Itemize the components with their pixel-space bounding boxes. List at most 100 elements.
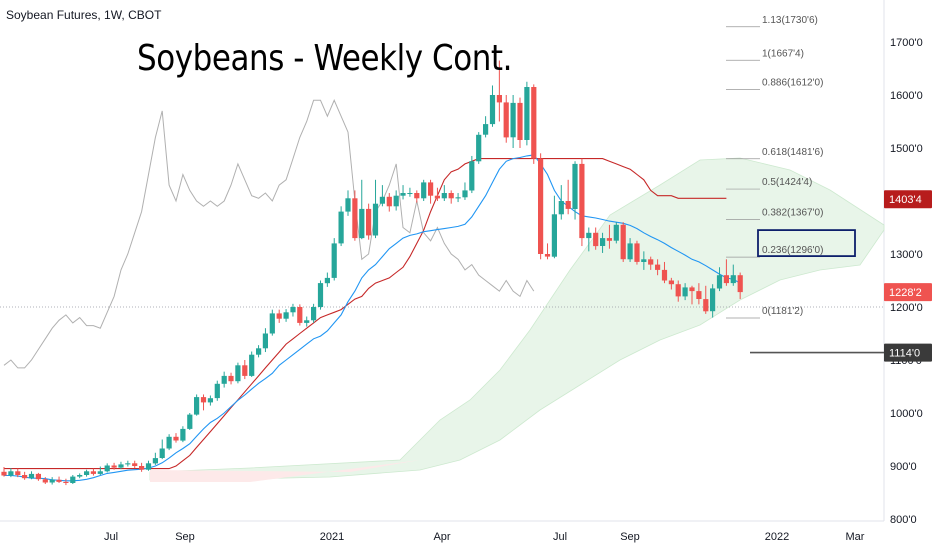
candle[interactable] — [579, 163, 585, 239]
candle[interactable] — [606, 238, 612, 241]
candle[interactable] — [496, 95, 502, 103]
candle[interactable] — [22, 475, 28, 479]
candle[interactable] — [56, 479, 62, 482]
candle[interactable] — [531, 87, 537, 159]
candle[interactable] — [441, 193, 447, 199]
candle[interactable] — [407, 193, 413, 194]
candle[interactable] — [159, 448, 165, 459]
candle[interactable] — [551, 214, 557, 257]
candle[interactable] — [703, 299, 709, 312]
candle[interactable] — [139, 466, 145, 470]
candle[interactable] — [324, 277, 330, 284]
candle[interactable] — [228, 375, 234, 382]
candle[interactable] — [118, 464, 124, 468]
candle[interactable] — [242, 365, 248, 376]
candle[interactable] — [180, 428, 186, 441]
candle[interactable] — [256, 348, 262, 355]
candle[interactable] — [434, 195, 440, 199]
candle[interactable] — [400, 193, 406, 196]
candle[interactable] — [428, 182, 434, 196]
candle[interactable] — [593, 232, 599, 247]
candle[interactable] — [455, 197, 461, 199]
candle[interactable] — [627, 243, 633, 260]
candle[interactable] — [235, 365, 241, 382]
candle[interactable] — [600, 238, 606, 246]
candle[interactable] — [366, 208, 372, 236]
candle[interactable] — [70, 476, 76, 483]
candle[interactable] — [125, 463, 131, 465]
candle[interactable] — [276, 313, 282, 319]
candle[interactable] — [207, 398, 213, 403]
candle[interactable] — [35, 473, 41, 480]
candle[interactable] — [8, 471, 14, 476]
candle[interactable] — [84, 471, 90, 475]
candle[interactable] — [510, 102, 516, 138]
candle[interactable] — [1, 471, 7, 476]
candle[interactable] — [634, 243, 640, 262]
candle[interactable] — [166, 436, 172, 449]
candle[interactable] — [613, 224, 619, 241]
candle[interactable] — [524, 87, 530, 140]
candle[interactable] — [648, 259, 654, 265]
candle[interactable] — [730, 275, 736, 284]
candle[interactable] — [90, 471, 96, 474]
candle[interactable] — [689, 287, 695, 292]
candle[interactable] — [359, 208, 365, 239]
candle[interactable] — [42, 479, 48, 483]
candle[interactable] — [538, 158, 544, 254]
candle[interactable] — [283, 312, 289, 319]
candle[interactable] — [414, 193, 420, 199]
candle[interactable] — [311, 307, 317, 321]
candle[interactable] — [675, 284, 681, 297]
candle[interactable] — [586, 232, 592, 239]
candle[interactable] — [489, 95, 496, 125]
candle[interactable] — [352, 198, 358, 239]
candle[interactable] — [221, 375, 227, 384]
candle[interactable] — [297, 307, 303, 323]
candle[interactable] — [462, 190, 468, 198]
candle[interactable] — [132, 463, 138, 466]
candle[interactable] — [331, 243, 337, 278]
candle[interactable] — [290, 307, 296, 313]
candle[interactable] — [641, 259, 647, 262]
candle[interactable] — [338, 211, 344, 244]
candle[interactable] — [655, 264, 661, 270]
candle[interactable] — [620, 224, 626, 260]
candle[interactable] — [379, 196, 385, 204]
candle[interactable] — [317, 283, 324, 307]
candle[interactable] — [476, 134, 482, 162]
candle[interactable] — [97, 471, 103, 474]
candle[interactable] — [77, 475, 83, 477]
candle[interactable] — [448, 193, 454, 199]
candle[interactable] — [668, 280, 674, 285]
candle[interactable] — [49, 479, 55, 483]
candle[interactable] — [111, 465, 117, 468]
candle[interactable] — [152, 458, 158, 464]
candle[interactable] — [345, 198, 351, 212]
candle[interactable] — [304, 320, 310, 323]
candle[interactable] — [483, 124, 489, 135]
candle[interactable] — [572, 163, 578, 209]
candle[interactable] — [469, 161, 475, 191]
fib-highlight-box[interactable] — [757, 229, 856, 258]
candle[interactable] — [386, 196, 392, 207]
candle[interactable] — [63, 481, 69, 483]
candle[interactable] — [28, 473, 35, 479]
candle[interactable] — [544, 254, 551, 257]
candle[interactable] — [104, 465, 110, 472]
candle[interactable] — [558, 201, 564, 215]
candle[interactable] — [565, 201, 571, 209]
candle[interactable] — [710, 288, 716, 312]
candle[interactable] — [723, 275, 729, 284]
candle[interactable] — [269, 313, 275, 334]
candle[interactable] — [682, 287, 688, 297]
candle[interactable] — [249, 354, 255, 376]
candle[interactable] — [173, 436, 179, 441]
candle[interactable] — [194, 397, 200, 415]
candle[interactable] — [200, 397, 207, 403]
candle[interactable] — [716, 275, 723, 289]
candle[interactable] — [696, 291, 702, 299]
candle[interactable] — [145, 463, 152, 470]
candle[interactable] — [15, 471, 21, 475]
